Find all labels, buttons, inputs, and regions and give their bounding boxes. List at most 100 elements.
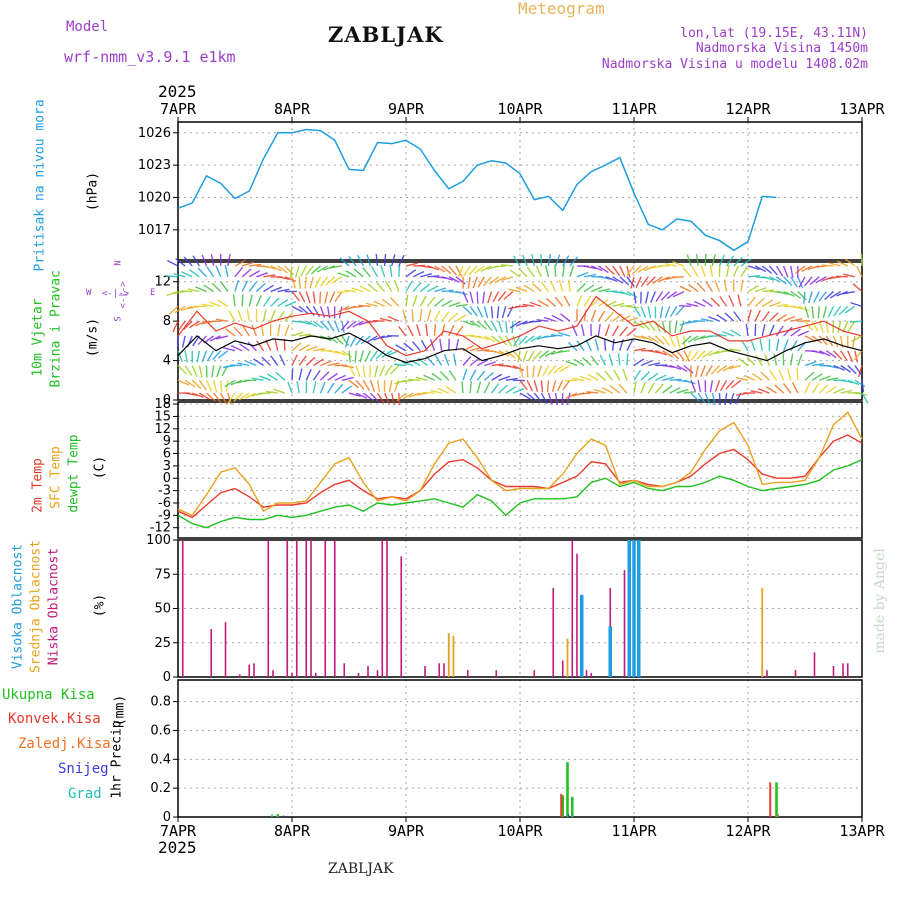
wind-vector (198, 379, 207, 391)
cloud-low-bar (443, 663, 445, 677)
wind-vector (474, 265, 485, 274)
wind-vector (519, 365, 524, 378)
wind-vector (312, 358, 324, 367)
wind-vector (267, 373, 279, 381)
wind-vector (590, 309, 597, 322)
wind-vector (261, 356, 272, 367)
cloud-low-bar (832, 666, 835, 677)
wind-vector (337, 305, 350, 313)
cloud-axis-unit: (%) (92, 593, 108, 618)
wind-vector (455, 265, 463, 277)
precip-snow-bar (567, 814, 570, 817)
wind-vector (851, 335, 863, 343)
wind-vector (406, 324, 414, 337)
wind-vector (778, 369, 785, 381)
wind-vector (832, 350, 843, 360)
wind-vector (635, 276, 642, 288)
wind-vector (844, 258, 856, 267)
wind-vector (477, 335, 489, 341)
wind-vector (811, 320, 819, 332)
wind-vector (217, 350, 229, 359)
wind-vector (554, 264, 557, 277)
cloud-axis-title-2: Srednja Oblacnost (28, 539, 44, 674)
wind-vector (206, 350, 215, 362)
wind-vector (647, 306, 652, 319)
wind-vector (329, 291, 336, 303)
wind-vector (747, 265, 760, 271)
wind-axis-unit: (m/s) (85, 317, 101, 358)
wind-vector (205, 379, 213, 392)
cloud-low-bar (585, 670, 588, 677)
time-label-bottom: 8APR (274, 822, 311, 840)
wind-vector (362, 365, 366, 378)
wind-vector (595, 372, 606, 381)
wind-vector (731, 379, 742, 389)
cloud-low-bar (367, 666, 369, 677)
wind-vector (284, 265, 294, 275)
wind-vector (662, 376, 675, 381)
wind-vector (741, 340, 749, 352)
cloud-low-bar (846, 663, 849, 677)
wind-vector (390, 297, 400, 307)
wind-vector (312, 381, 317, 394)
wind-vector (265, 390, 278, 394)
wind-vector (283, 338, 286, 351)
wind-vector (633, 358, 645, 367)
wind-vector (339, 257, 350, 267)
wind-vector (686, 302, 699, 308)
wind-vector (348, 365, 356, 377)
model-altitude-label: Nadmorska Visina u modelu 1408.02m (601, 57, 868, 72)
wind-vector (661, 335, 671, 347)
wind-vector (177, 379, 190, 386)
wind-vector (594, 338, 600, 351)
y-tick-label: 9 (163, 434, 171, 449)
wind-vector (341, 385, 352, 394)
legend-snow: Snijeg (58, 761, 109, 777)
wind-vector (362, 267, 371, 278)
wind-vector (472, 276, 478, 289)
wind-vector (233, 326, 243, 337)
wind-vector (824, 291, 834, 301)
wind-vector (172, 320, 179, 333)
wind-vector (180, 305, 193, 312)
wind-vector (291, 368, 294, 381)
wind-vector (327, 372, 338, 381)
wind-vector (844, 305, 856, 314)
wind-vector (604, 311, 615, 322)
y-tick-label: 0.8 (150, 695, 171, 710)
wind-vector (558, 332, 571, 337)
wind-vector (469, 357, 480, 367)
wind-vector (181, 335, 186, 348)
wind-vector (242, 325, 250, 337)
wind-vector (654, 335, 665, 345)
wind-vector (719, 379, 728, 391)
wind-vector (359, 350, 364, 363)
wind-vector (291, 276, 296, 289)
wind-vector (277, 265, 288, 274)
wind-vector (783, 290, 795, 297)
wind-vector (425, 323, 429, 337)
wind-vector (395, 344, 407, 352)
wind-vector (728, 348, 741, 352)
wind-vector (660, 291, 671, 301)
wind-vector (491, 373, 503, 381)
wind-vector (612, 325, 620, 337)
wind-vector (369, 380, 376, 392)
wind-vector (669, 386, 681, 394)
wind-vector (576, 295, 583, 307)
wind-vector (493, 265, 506, 268)
wind-vector (711, 254, 716, 267)
wind-vector (650, 291, 657, 303)
wind-vector (833, 387, 845, 394)
wind-vector (429, 389, 442, 394)
wind-vector (709, 380, 714, 393)
wind-vector (199, 392, 210, 400)
temp-axis-title-3: dewpt Temp (66, 434, 82, 513)
wind-vector (352, 320, 364, 328)
wind-vector (815, 276, 827, 284)
wind-vector (491, 363, 504, 367)
wind-vector (305, 291, 311, 304)
wind-vector (581, 356, 592, 367)
cloud-axis-title-3: Niska Oblacnost (46, 547, 62, 666)
wind-vector (483, 371, 494, 381)
